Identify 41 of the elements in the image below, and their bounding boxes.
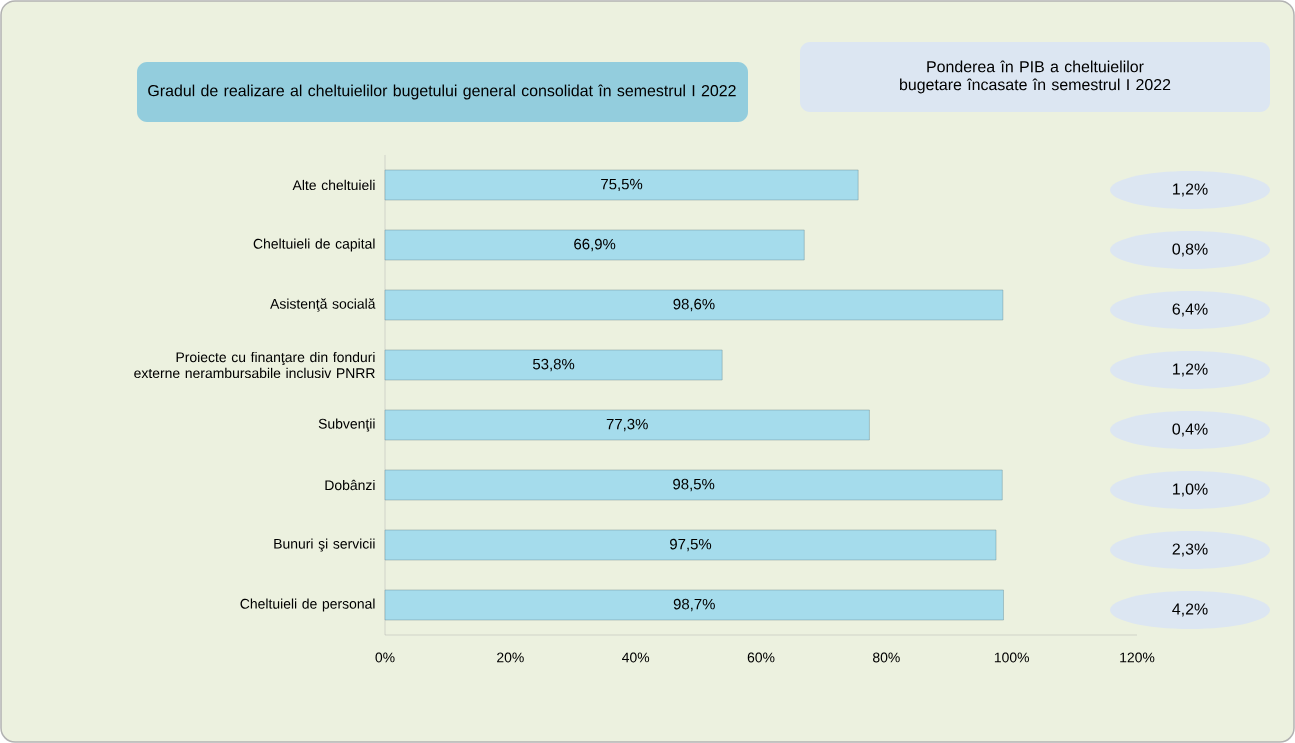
chart-title: Gradul de realizare al cheltuielilor bugetului general consolidat în semestrul I 2022 (148, 84, 736, 100)
bar (384, 469, 1003, 501)
x-tick-label: 120% (1120, 652, 1155, 663)
text: 1,2% (1173, 363, 1208, 377)
y-tick-label: Subvenţii (318, 418, 375, 432)
x-tick-label: 100% (994, 652, 1030, 663)
text: 0,8% (1172, 243, 1208, 257)
data-label: 98,7% (673, 598, 715, 612)
x-tick-label: 60% (747, 652, 775, 663)
bar (384, 289, 1004, 321)
y-tick-label: Dobânzi (325, 479, 375, 491)
bar (384, 229, 805, 261)
x-tick-label: 0% (375, 652, 395, 663)
text: 1,2% (1173, 183, 1208, 197)
data-label: 98,5% (673, 478, 715, 492)
x-tick-label: 40% (622, 652, 650, 663)
bar (384, 589, 1004, 621)
x-tick-label: 20% (497, 652, 524, 663)
text: Ponderea în PIB a cheltuielilor bugetare încasate în semestrul I 2022 (900, 60, 1171, 94)
text: 0,4% (1172, 423, 1208, 437)
bar (384, 169, 859, 201)
y-tick-label: Cheltuieli de personal (240, 598, 375, 612)
y-tick-label: Cheltuieli de capital (253, 238, 375, 252)
text: 1,0% (1173, 483, 1208, 497)
y-tick-label: Bunuri şi servicii (274, 538, 375, 552)
text: 6,4% (1172, 303, 1208, 317)
data-label: 77,3% (606, 418, 648, 432)
data-label: 53,8% (532, 358, 575, 372)
y-tick-label: Alte cheltuieli (292, 179, 375, 191)
text: 4,2% (1172, 603, 1208, 617)
text: 2,3% (1172, 543, 1208, 557)
data-label: 98,6% (673, 298, 715, 312)
x-tick-label: 80% (872, 652, 900, 663)
bar (384, 349, 723, 381)
y-tick-label: Proiecte cu finanţare din fonduri externe nerambursabile inclusiv PNRR (134, 351, 375, 379)
bar (384, 409, 870, 441)
data-label: 75,5% (601, 178, 643, 192)
bar (384, 529, 997, 561)
data-label: 97,5% (670, 538, 712, 552)
data-label: 66,9% (574, 238, 616, 252)
y-tick-label: Asistenţă socială (270, 298, 376, 312)
